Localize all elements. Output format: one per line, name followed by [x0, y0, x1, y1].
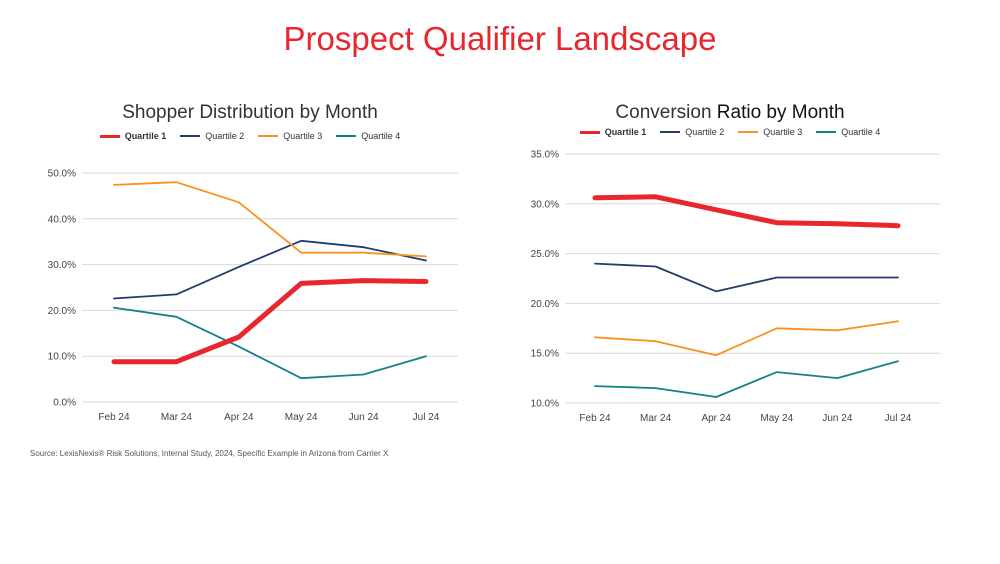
chart-title: Conversion Ratio by Month — [510, 102, 950, 124]
legend-swatch — [816, 131, 837, 133]
series-line-quartile-1 — [592, 194, 901, 229]
series-line-quartile-2 — [594, 262, 899, 293]
y-tick-label: 50.0% — [48, 169, 76, 180]
y-tick-label: 30.0% — [531, 199, 559, 210]
legend-item-quartile-2: Quartile 2 — [660, 127, 724, 137]
x-tick-label: Feb 24 — [579, 413, 611, 424]
x-tick-label: Jul 24 — [885, 413, 912, 424]
legend-swatch — [180, 135, 201, 137]
legend-swatch — [738, 131, 759, 133]
legend-swatch — [579, 130, 600, 134]
x-tick-label: Apr 24 — [224, 412, 254, 423]
series-line-quartile-3 — [594, 320, 899, 357]
chart-legend: Quartile 1 Quartile 2 Quartile 3 Quartil… — [30, 131, 470, 141]
shopper-distribution-chart: Shopper Distribution by Month Quartile 1… — [30, 95, 470, 435]
x-tick-label: May 24 — [760, 413, 793, 424]
legend-item-quartile-4: Quartile 4 — [336, 131, 400, 141]
x-tick-label: Jun 24 — [349, 412, 379, 423]
y-tick-label: 10.0% — [531, 399, 559, 410]
y-tick-label: 10.0% — [48, 352, 76, 363]
legend-item-quartile-3: Quartile 3 — [258, 131, 322, 141]
chart-title-part: Conversion — [615, 102, 717, 123]
line-plot: 10.0% 15.0% 20.0% 25.0% 30.0% 35.0% Feb 24 Mar … — [531, 150, 940, 424]
y-tick-label: 40.0% — [48, 214, 76, 225]
line-plot: 0.0% 10.0% 20.0% 30.0% 40.0% 50.0% Feb 24 Mar 2… — [48, 169, 458, 423]
legend-label: Quartile 3 — [283, 131, 323, 141]
chart-title: Shopper Distribution by Month — [122, 102, 378, 123]
source-note: Source: LexisNexis® Risk Solutions, Inte… — [30, 449, 389, 458]
series-line-quartile-3 — [113, 181, 427, 258]
legend-item-quartile-1: Quartile 1 — [579, 127, 647, 137]
legend-label: Quartile 2 — [685, 127, 725, 137]
y-tick-label: 15.0% — [531, 349, 559, 360]
y-tick-label: 35.0% — [531, 150, 559, 161]
conversion-ratio-chart: Conversion Ratio by Month Quartile 1 Qua… — [510, 95, 950, 435]
legend-item-quartile-4: Quartile 4 — [816, 127, 880, 137]
series-line-quartile-4 — [594, 360, 899, 398]
page-title: Prospect Qualifier Landscape — [283, 20, 717, 57]
legend-label: Quartile 1 — [604, 127, 647, 137]
y-tick-label: 20.0% — [48, 306, 76, 317]
series-line-quartile-1 — [111, 278, 429, 365]
legend-item-quartile-2: Quartile 2 — [180, 131, 244, 141]
legend-label: Quartile 4 — [361, 131, 401, 141]
y-tick-label: 25.0% — [531, 249, 559, 260]
x-tick-label: Feb 24 — [98, 412, 130, 423]
legend-item-quartile-1: Quartile 1 — [99, 131, 167, 141]
x-tick-label: Mar 24 — [640, 413, 672, 424]
legend-swatch — [99, 134, 120, 138]
series-line-quartile-2 — [113, 239, 427, 300]
x-tick-label: Jun 24 — [822, 413, 852, 424]
series-line-quartile-4 — [113, 306, 427, 380]
y-tick-label: 30.0% — [48, 260, 76, 271]
y-tick-label: 0.0% — [53, 398, 76, 409]
legend-label: Quartile 1 — [124, 131, 167, 141]
x-tick-label: Apr 24 — [701, 413, 731, 424]
chart-legend: Quartile 1 Quartile 2 Quartile 3 Quartil… — [510, 127, 950, 137]
x-tick-label: Jul 24 — [413, 412, 440, 423]
legend-item-quartile-3: Quartile 3 — [738, 127, 802, 137]
x-tick-label: Mar 24 — [161, 412, 193, 423]
legend-swatch — [336, 135, 357, 137]
legend-label: Quartile 4 — [841, 127, 881, 137]
chart-title-part: Ratio by Month — [716, 102, 845, 123]
legend-label: Quartile 2 — [205, 131, 245, 141]
y-tick-label: 20.0% — [531, 299, 559, 310]
legend-swatch — [258, 135, 279, 137]
legend-label: Quartile 3 — [763, 127, 803, 137]
legend-swatch — [660, 131, 681, 133]
x-tick-label: May 24 — [285, 412, 318, 423]
